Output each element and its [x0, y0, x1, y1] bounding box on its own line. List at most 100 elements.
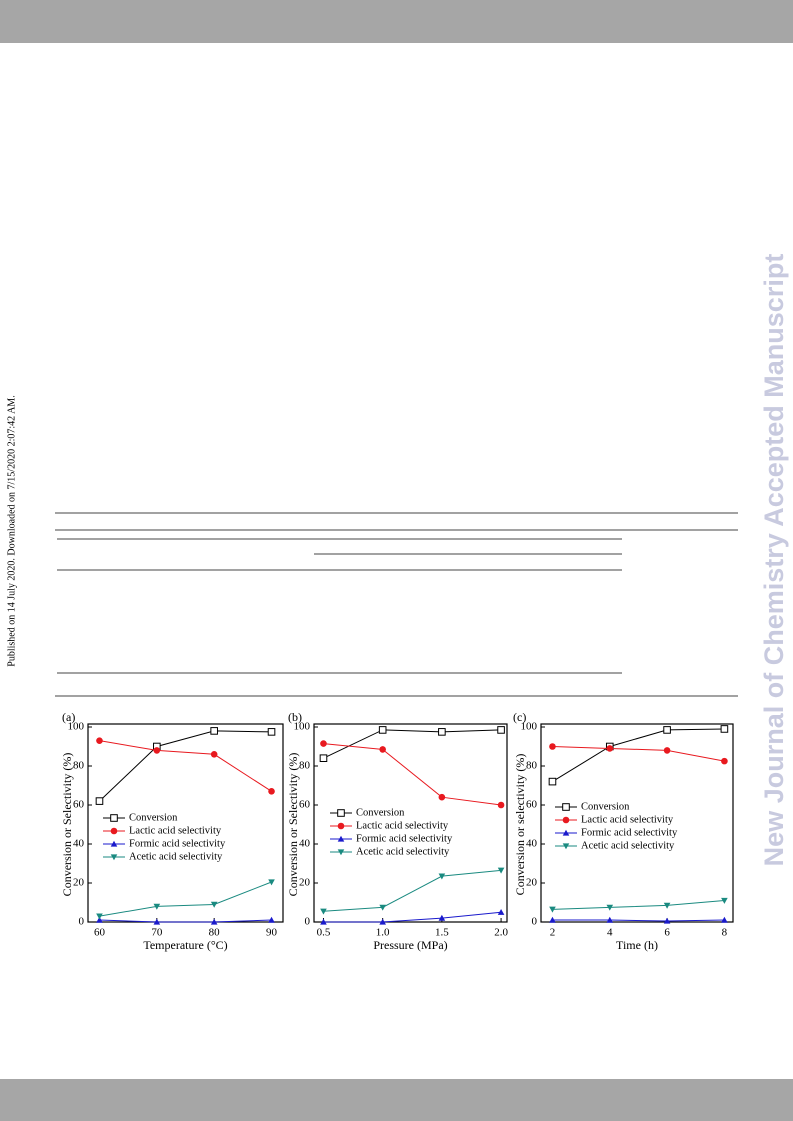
y-tick-label: 80	[299, 760, 311, 772]
marker	[110, 827, 118, 835]
legend-label: Formic acid selectivity	[581, 827, 678, 838]
legend-label: Lactic acid selectivity	[129, 825, 222, 836]
series-line	[552, 900, 725, 910]
marker	[549, 906, 556, 913]
marker	[663, 726, 671, 734]
marker	[379, 904, 386, 911]
published-note: Published on 14 July 2020. Downloaded on…	[6, 395, 17, 666]
marker	[562, 816, 570, 824]
legend-label: Formic acid selectivity	[356, 833, 453, 844]
x-tick-label: 60	[94, 927, 106, 939]
y-tick-label: 40	[526, 838, 538, 850]
marker	[663, 747, 671, 754]
x-tick-label: 8	[722, 927, 728, 939]
legend-label: Conversion	[356, 807, 405, 818]
y-tick-label: 100	[521, 721, 538, 733]
x-tick-label: 80	[209, 927, 221, 939]
marker	[721, 916, 728, 923]
x-tick-label: 2.0	[494, 927, 508, 939]
x-tick-label: 4	[607, 927, 613, 939]
series-line	[323, 911, 502, 923]
x-axis-title: Time (h)	[616, 938, 658, 952]
marker	[210, 901, 218, 908]
legend-label: Acetic acid selectivity	[129, 851, 223, 862]
x-tick-label: 1.5	[435, 927, 449, 939]
footer-bar	[0, 1079, 793, 1121]
y-tick-label: 100	[294, 721, 311, 733]
marker	[110, 854, 118, 861]
y-axis-title: Conversion or Selectivity (%)	[286, 753, 300, 897]
marker	[497, 908, 505, 915]
legend-label: Acetic acid selectivity	[581, 840, 675, 851]
journal-watermark: New Journal of Chemistry Accepted Manusc…	[759, 254, 789, 867]
marker	[721, 757, 728, 765]
y-tick-label: 80	[73, 760, 85, 772]
y-tick-label: 0	[532, 916, 538, 928]
panel-label: (b)	[288, 710, 302, 724]
marker	[320, 918, 327, 925]
marker	[337, 835, 345, 842]
marker	[549, 916, 556, 923]
series-line	[99, 740, 272, 792]
x-tick-label: 90	[266, 927, 278, 939]
x-axis-title: Pressure (MPa)	[373, 938, 447, 952]
marker	[497, 726, 505, 734]
y-tick-label: 0	[305, 916, 311, 928]
marker	[96, 737, 103, 744]
marker	[110, 814, 118, 822]
x-tick-label: 6	[664, 927, 670, 939]
x-tick-label: 1.0	[376, 927, 390, 939]
y-tick-label: 60	[73, 799, 85, 811]
marker	[320, 740, 327, 747]
marker	[319, 754, 328, 763]
series-line	[99, 881, 272, 917]
marker	[268, 916, 275, 923]
marker	[438, 914, 446, 921]
plot-frame	[87, 723, 284, 923]
y-tick-label: 0	[79, 916, 85, 928]
y-tick-label: 20	[299, 877, 311, 889]
legend-label: Conversion	[129, 812, 178, 823]
marker	[721, 897, 728, 904]
marker	[438, 728, 446, 736]
marker	[379, 746, 386, 753]
y-tick-label: 20	[73, 877, 85, 889]
marker	[606, 916, 614, 923]
marker	[96, 916, 103, 923]
marker	[110, 840, 118, 847]
marker	[337, 822, 345, 830]
legend-label: Acetic acid selectivity	[356, 846, 450, 857]
marker	[720, 725, 729, 733]
marker	[210, 727, 218, 735]
marker	[549, 743, 556, 750]
x-tick-label: 70	[151, 927, 163, 939]
y-axis-title: Conversion or Selectivity (%)	[60, 753, 74, 897]
marker	[95, 797, 104, 805]
marker	[268, 879, 275, 886]
marker	[606, 745, 614, 752]
panel-label: (a)	[62, 710, 75, 724]
series-line	[552, 746, 725, 762]
header-bar	[0, 0, 793, 43]
legend-label: Conversion	[581, 801, 630, 812]
y-tick-label: 40	[73, 838, 85, 850]
y-tick-label: 60	[526, 799, 538, 811]
plot-frame	[313, 723, 508, 923]
marker	[663, 902, 671, 909]
marker	[497, 801, 505, 809]
marker	[562, 803, 570, 811]
x-axis-title: Temperature (°C)	[143, 938, 227, 952]
series-line	[552, 728, 725, 783]
plot-frame	[540, 723, 734, 923]
marker	[438, 793, 446, 801]
x-tick-label: 2	[550, 927, 556, 939]
marker	[379, 918, 386, 925]
legend-label: Lactic acid selectivity	[581, 814, 674, 825]
panel-label: (c)	[513, 710, 526, 724]
x-tick-label: 0.5	[317, 927, 331, 939]
y-tick-label: 60	[299, 799, 311, 811]
y-tick-label: 40	[299, 838, 311, 850]
marker	[210, 918, 218, 925]
marker	[562, 829, 570, 836]
